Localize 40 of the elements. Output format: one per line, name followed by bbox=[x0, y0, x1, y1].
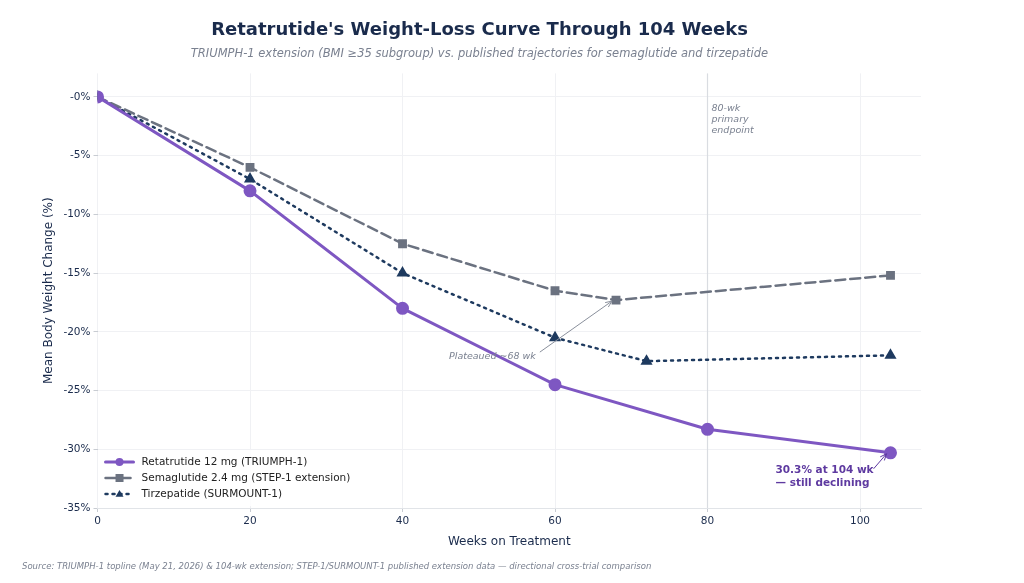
legend-label: Retatrutide 12 mg (TRIUMPH-1) bbox=[141, 454, 308, 467]
chart-title: Retatrutide's Weight-Loss Curve Through 104 Weeks bbox=[211, 18, 748, 40]
point bbox=[611, 295, 621, 305]
y-tick-label: -35% bbox=[63, 500, 91, 513]
x-tick-label: 0 bbox=[94, 514, 101, 527]
point bbox=[641, 355, 652, 365]
point bbox=[398, 239, 407, 249]
y-tick-label: -30% bbox=[63, 442, 91, 454]
point bbox=[550, 286, 560, 296]
legend-label: Tirzepatide (SURMOUNT-1) bbox=[140, 486, 283, 499]
y-tick-label: -25% bbox=[63, 383, 91, 396]
ref-line-label: 80-wk primary endpoint bbox=[710, 101, 755, 135]
legend-label: Semaglutide 2.4 mg (STEP-1 extension) bbox=[141, 470, 351, 483]
point bbox=[884, 446, 897, 460]
annotation: 30.3% at 104 wk — still declining bbox=[775, 462, 875, 488]
point bbox=[243, 184, 257, 198]
y-tick-label: -5% bbox=[70, 148, 91, 161]
y-tick-label: -20% bbox=[63, 324, 91, 337]
x-tick-label: 20 bbox=[243, 514, 257, 527]
point bbox=[397, 267, 408, 277]
chart-subtitle: TRIUMPH-1 extension (BMI ≥35 subgroup) vs. published trajectories for semaglutide and tirzepatide bbox=[190, 46, 769, 61]
x-tick-label: 60 bbox=[548, 514, 562, 527]
point bbox=[548, 378, 562, 392]
y-tick-label: -10% bbox=[63, 207, 91, 220]
y-axis-title: Mean Body Weight Change (%) bbox=[41, 197, 56, 385]
point bbox=[245, 162, 255, 172]
annotation: Plateaued ~68 wk bbox=[449, 350, 537, 362]
y-tick-label: -0% bbox=[70, 89, 91, 102]
x-axis-title: Weeks on Treatment bbox=[447, 533, 571, 548]
point bbox=[701, 422, 715, 436]
source-note: Source: TRIUMPH-1 topline (May 21, 2026) & 104-wk extension; STEP-1/SURMOUNT-1 published extension data — directional cross-trial comparison bbox=[22, 561, 652, 571]
y-tick-label: -15% bbox=[63, 265, 91, 278]
x-tick-label: 80 bbox=[700, 514, 715, 527]
point bbox=[549, 331, 561, 342]
point bbox=[396, 301, 410, 315]
x-tick-label: 100 bbox=[849, 514, 871, 527]
point bbox=[886, 271, 895, 280]
point bbox=[885, 349, 896, 359]
x-tick-label: 40 bbox=[395, 514, 410, 527]
point bbox=[244, 173, 256, 183]
